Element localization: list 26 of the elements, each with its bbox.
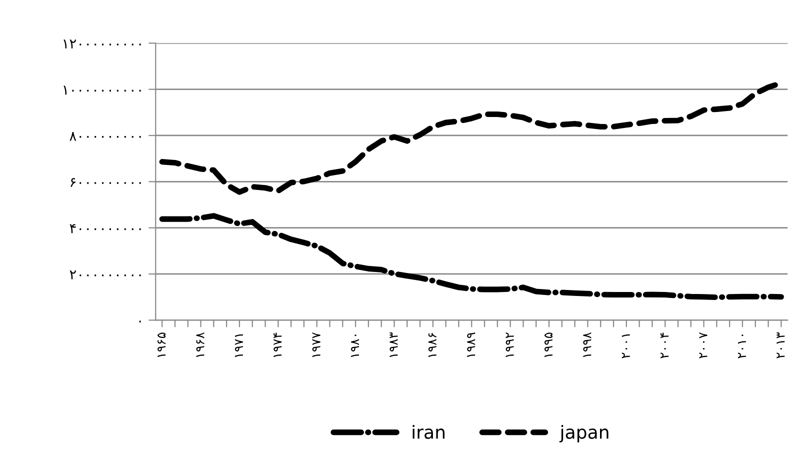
y-tick-label: ۱۲۰۰۰۰۰۰۰۰۰ bbox=[64, 40, 141, 48]
x-tick-label: ۲۰۰۴ bbox=[660, 332, 669, 358]
x-tick-label: ۱۹۷۴ bbox=[274, 332, 282, 358]
x-tick-label: ۱۹۶۸ bbox=[196, 332, 204, 358]
y-tick-label: ۸۰۰۰۰۰۰۰۰۰ bbox=[70, 132, 141, 141]
y-tick-label: ۴۰۰۰۰۰۰۰۰۰ bbox=[70, 224, 141, 234]
x-tick-label: ۱۹۹۲ bbox=[506, 332, 514, 358]
y-tick-label: ۲۰۰۰۰۰۰۰۰۰ bbox=[70, 270, 141, 280]
x-tick-label: ۱۹۷۱ bbox=[234, 334, 243, 358]
y-tick-label: ۶۰۰۰۰۰۰۰۰۰ bbox=[70, 178, 141, 187]
x-tick-label: ۱۹۸۰ bbox=[351, 334, 359, 358]
x-tick-label: ۱۹۷۷ bbox=[312, 332, 320, 358]
x-tick-label: ۲۰۱۳ bbox=[776, 332, 785, 358]
x-tick-label: ۲۰۱۰ bbox=[738, 334, 746, 358]
x-tick-label: ۱۹۸۹ bbox=[467, 332, 476, 358]
x-tick-label: ۲۰۰۷ bbox=[699, 332, 708, 358]
y-tick-label: ۱۰۰۰۰۰۰۰۰۰۰ bbox=[64, 86, 141, 95]
legend-label: japan bbox=[559, 424, 608, 442]
x-tick-label: ۱۹۹۸ bbox=[583, 332, 592, 358]
legend-label: iran bbox=[412, 424, 444, 439]
x-tick-label: ۱۹۸۳ bbox=[390, 332, 398, 358]
x-tick-label: ۱۹۹۵ bbox=[544, 332, 553, 358]
x-tick-label: ۱۹۶۵ bbox=[157, 332, 166, 358]
x-tick-label: ۲۰۰۱ bbox=[622, 334, 630, 358]
x-tick-label: ۱۹۸۶ bbox=[428, 333, 436, 358]
y-tick-label: ۰ bbox=[139, 320, 141, 322]
